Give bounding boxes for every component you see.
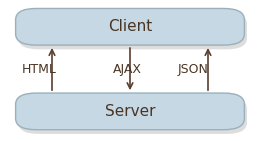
Text: JSON: JSON <box>178 63 209 76</box>
FancyBboxPatch shape <box>16 8 244 45</box>
Text: HTML: HTML <box>22 63 57 76</box>
FancyBboxPatch shape <box>16 93 244 130</box>
Text: Client: Client <box>108 19 152 34</box>
FancyBboxPatch shape <box>18 13 247 49</box>
Text: AJAX: AJAX <box>113 63 142 76</box>
FancyBboxPatch shape <box>18 97 247 134</box>
Text: Server: Server <box>105 104 155 119</box>
